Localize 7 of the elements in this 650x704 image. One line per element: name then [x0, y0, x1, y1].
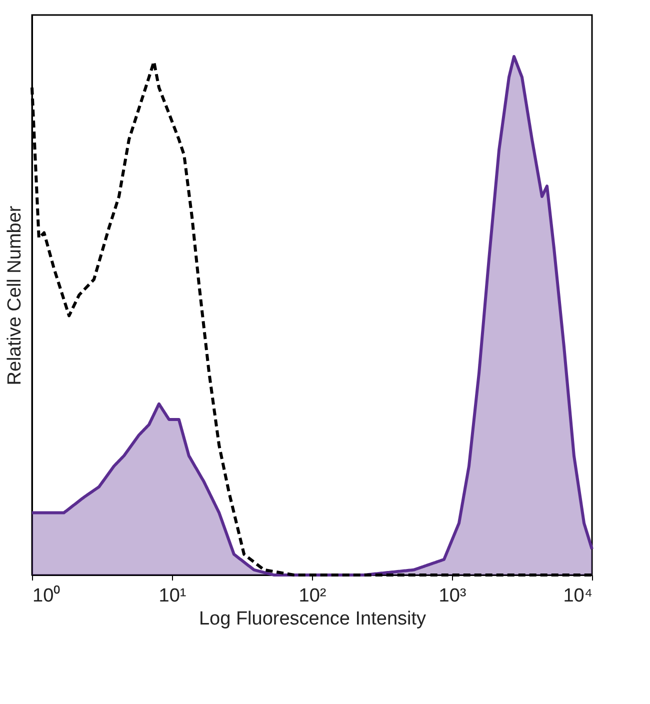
x-axis-title: Log Fluorescence Intensity [198, 608, 427, 630]
x-tick-label: 10³ [438, 586, 466, 606]
x-tick-label: 10⁰ [32, 584, 61, 606]
x-tick-label: 10⁴ [563, 586, 592, 606]
x-tick-label: 10¹ [158, 586, 186, 606]
y-axis-title: Relative Cell Number [4, 205, 26, 386]
x-tick-label: 10² [298, 586, 326, 606]
